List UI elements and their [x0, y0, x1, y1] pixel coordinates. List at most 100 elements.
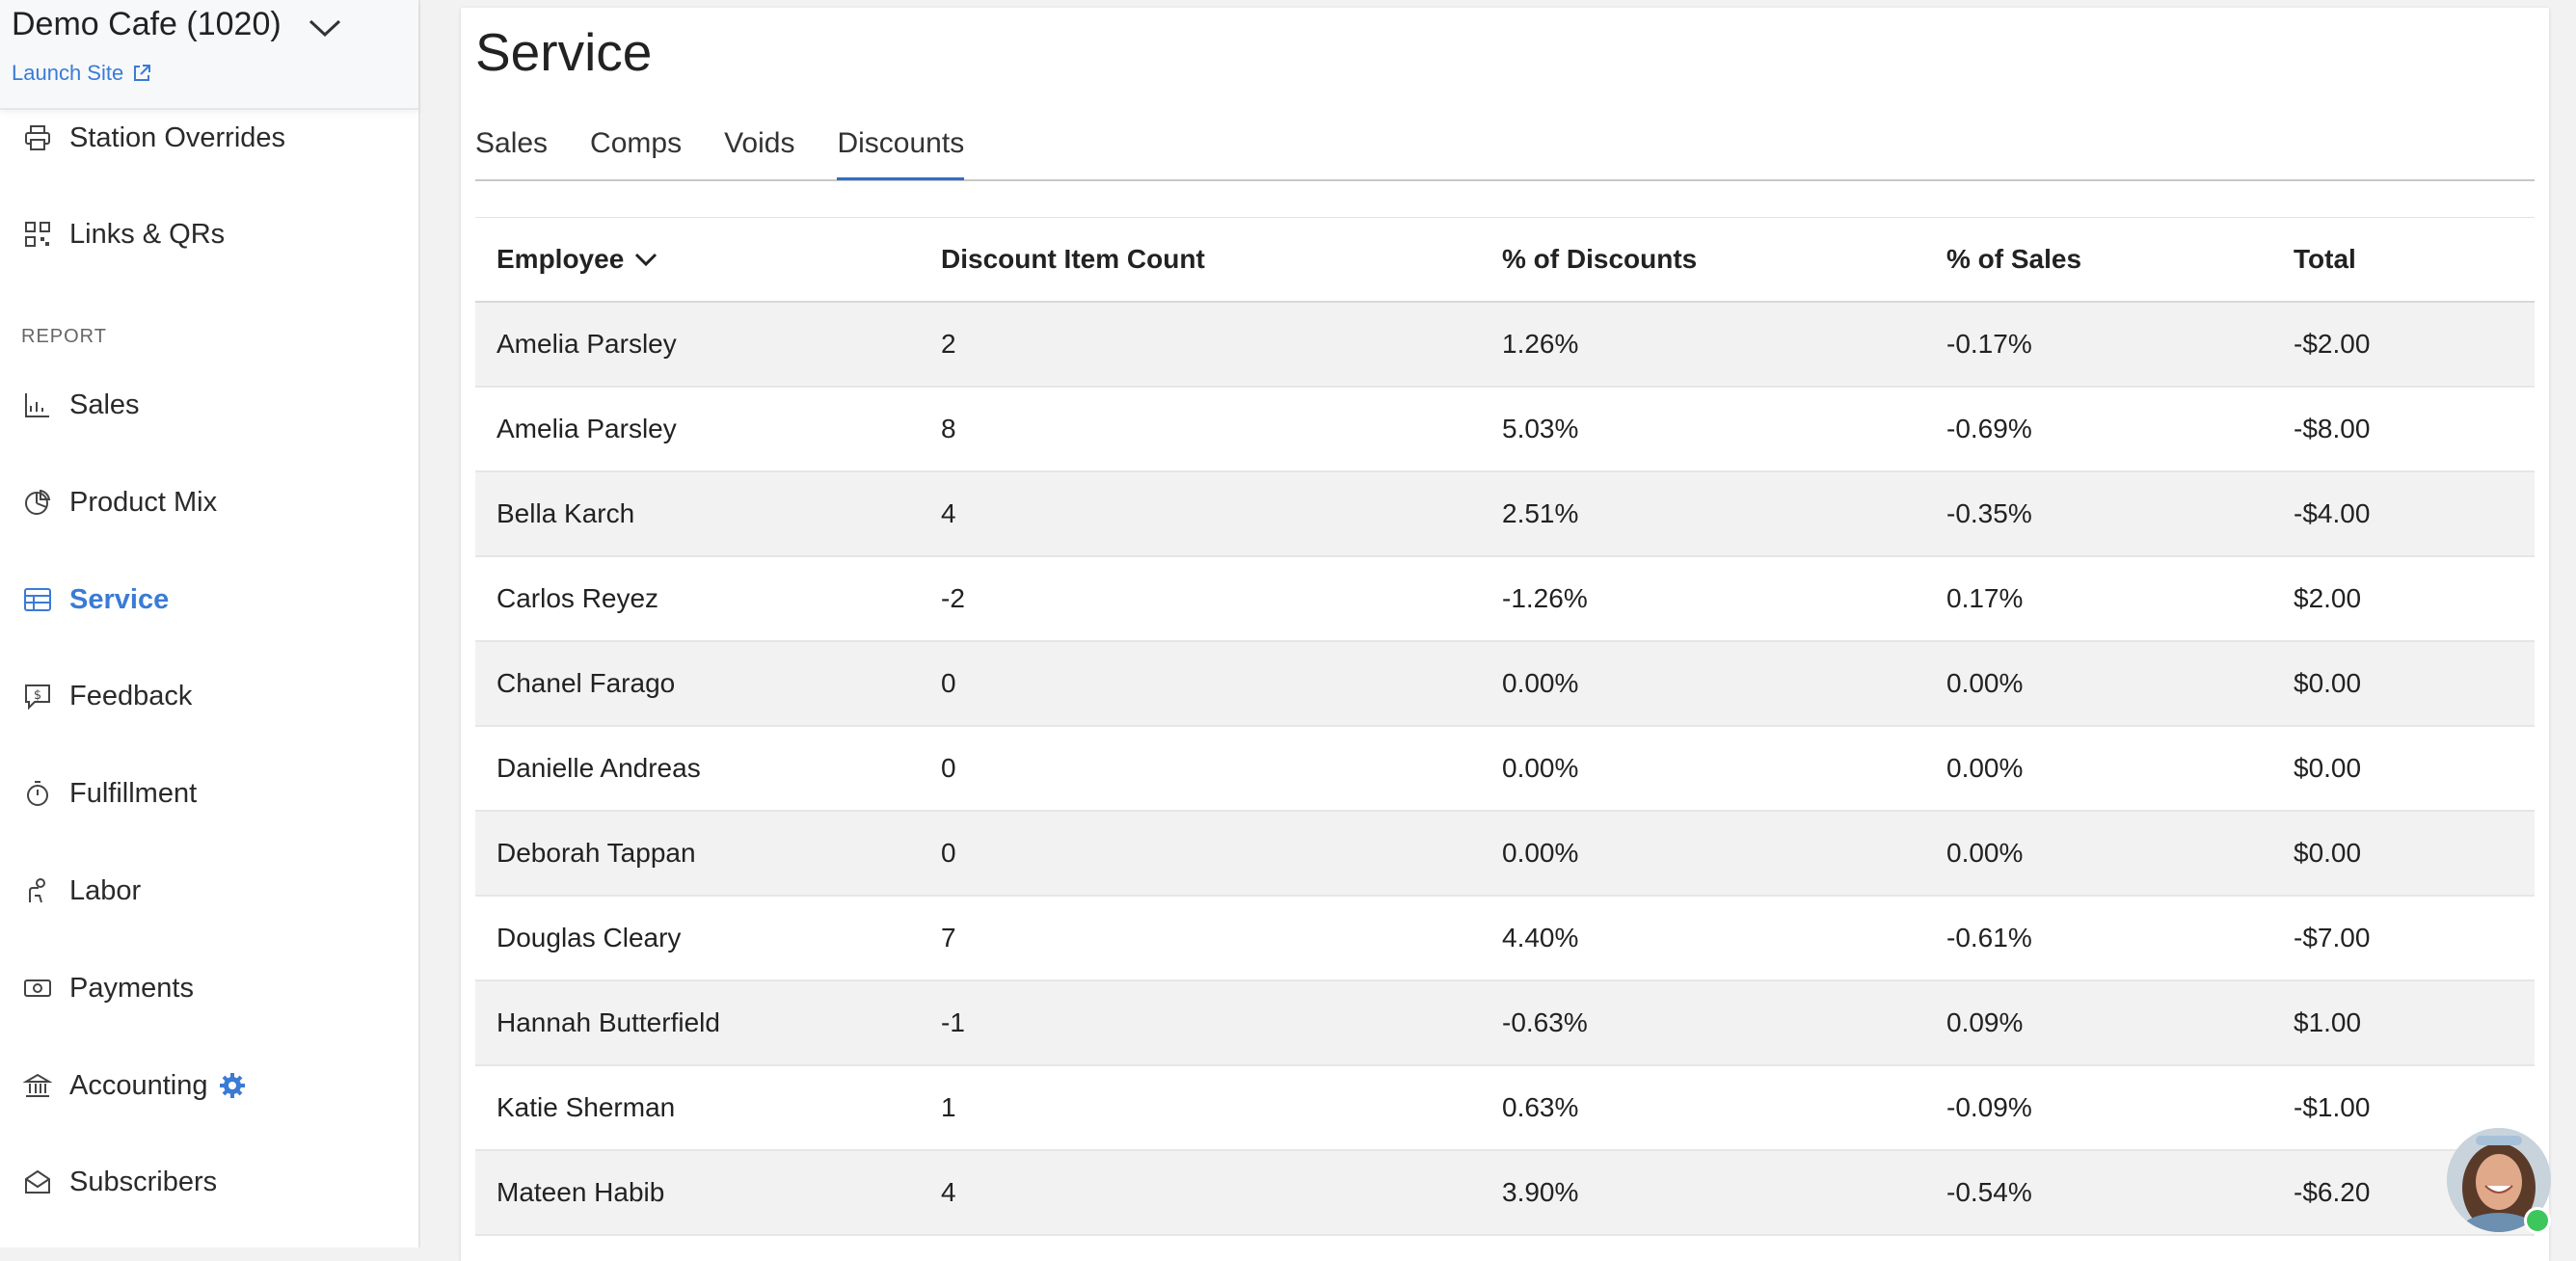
pct-of-sales-cell: 0.00% [1946, 641, 2294, 727]
table-row[interactable]: Amelia Parsley 8 5.03% -0.69% -$8.00 [475, 387, 2535, 472]
pct-of-sales-cell: 0.00% [1946, 726, 2294, 812]
discount-item-count-cell: 0 [941, 641, 1502, 727]
employee-cell: Danielle Andreas [475, 726, 941, 812]
sidebar-item-fulfillment[interactable]: Fulfillment [21, 765, 407, 822]
sort-chevron-down-icon[interactable] [633, 250, 658, 269]
qr-code-icon [21, 218, 54, 251]
employee-cell: Carlos Reyez [475, 556, 941, 642]
employee-cell: Bella Karch [475, 471, 941, 557]
support-chat-avatar[interactable] [2447, 1128, 2551, 1232]
launch-site-link[interactable]: Launch Site [12, 61, 152, 86]
sidebar-item-links-qrs[interactable]: Links & QRs [21, 205, 407, 263]
employee-cell: Chanel Farago [475, 641, 941, 727]
table-row[interactable]: Douglas Cleary 7 4.40% -0.61% -$7.00 [475, 896, 2535, 981]
pct-of-discounts-cell: -1.26% [1502, 556, 1946, 642]
column-header-total[interactable]: Total [2294, 218, 2535, 303]
table-row[interactable]: Amelia Parsley 2 1.26% -0.17% -$2.00 [475, 302, 2535, 388]
gear-icon[interactable] [218, 1071, 247, 1100]
total-cell: $0.00 [2294, 641, 2535, 727]
pct-of-discounts-cell: 2.51% [1502, 471, 1946, 557]
sidebar-item-label: Service [69, 583, 170, 615]
sidebar-item-label: Sales [69, 389, 140, 420]
pct-of-discounts-cell: 5.03% [1502, 387, 1946, 472]
discount-item-count-cell: -2 [941, 556, 1502, 642]
pie-chart-icon [21, 486, 54, 519]
pct-of-discounts-cell: 1.26% [1502, 302, 1946, 388]
sidebar-item-station-overrides[interactable]: Station Overrides [21, 109, 407, 167]
tab-comps[interactable]: Comps [590, 127, 683, 159]
employee-cell: Amelia Parsley [475, 302, 941, 388]
column-header-pct-of-discounts[interactable]: % of Discounts [1502, 218, 1946, 303]
total-cell: $0.00 [2294, 726, 2535, 812]
table-row[interactable]: Bella Karch 4 2.51% -0.35% -$4.00 [475, 471, 2535, 557]
sidebar-item-label: Payments [69, 972, 194, 1004]
column-header-pct-of-sales[interactable]: % of Sales [1946, 218, 2294, 303]
user-photo-icon [2447, 1128, 2551, 1232]
employee-cell: Amelia Parsley [475, 387, 941, 472]
column-header-employee[interactable]: Employee [475, 218, 941, 303]
store-name[interactable]: Demo Cafe (1020) [12, 6, 282, 42]
pct-of-discounts-cell: 0.00% [1502, 726, 1946, 812]
tab-discounts[interactable]: Discounts [837, 120, 965, 180]
table-row[interactable]: Chanel Farago 0 0.00% 0.00% $0.00 [475, 641, 2535, 727]
sidebar-item-accounting[interactable]: Accounting [21, 1057, 407, 1114]
sidebar-item-label: Feedback [69, 680, 193, 711]
discount-item-count-cell: 1 [941, 1065, 1502, 1151]
sidebar: Demo Cafe (1020) Launch Site Station Ove… [0, 0, 420, 1248]
table-row[interactable]: Hannah Butterfield -1 -0.63% 0.09% $1.00 [475, 980, 2535, 1066]
report-section-header: REPORT [21, 326, 107, 347]
chevron-down-icon[interactable] [307, 13, 343, 42]
sidebar-item-service[interactable]: Service [21, 571, 407, 629]
pct-of-discounts-cell: 4.40% [1502, 896, 1946, 981]
sidebar-item-product-mix[interactable]: Product Mix [21, 473, 407, 531]
discount-item-count-cell: -1 [941, 980, 1502, 1066]
feedback-dollar-icon: $ [21, 680, 54, 712]
discounts-table: Employee Discount Item Count % of Discou… [475, 217, 2535, 1236]
store-selector[interactable]: Demo Cafe (1020) Launch Site [0, 0, 418, 110]
table-icon [21, 583, 54, 616]
sidebar-item-payments[interactable]: Payments [21, 959, 407, 1017]
column-header-discount-item-count[interactable]: Discount Item Count [941, 218, 1502, 303]
line-chart-icon [21, 389, 54, 421]
table-row[interactable]: Deborah Tappan 0 0.00% 0.00% $0.00 [475, 811, 2535, 897]
sidebar-item-label: Fulfillment [69, 777, 198, 809]
discount-item-count-cell: 0 [941, 811, 1502, 897]
bank-icon [21, 1069, 54, 1102]
pct-of-discounts-cell: 0.00% [1502, 641, 1946, 727]
discount-item-count-cell: 7 [941, 896, 1502, 981]
online-status-indicator [2524, 1207, 2551, 1234]
table-row[interactable]: Carlos Reyez -2 -1.26% 0.17% $2.00 [475, 556, 2535, 642]
tab-voids[interactable]: Voids [724, 127, 795, 159]
discount-item-count-cell: 8 [941, 387, 1502, 472]
discount-item-count-cell: 2 [941, 302, 1502, 388]
total-cell: $1.00 [2294, 980, 2535, 1066]
pct-of-discounts-cell: 0.63% [1502, 1065, 1946, 1151]
pct-of-sales-cell: 0.09% [1946, 980, 2294, 1066]
total-cell: $2.00 [2294, 556, 2535, 642]
pct-of-sales-cell: -0.17% [1946, 302, 2294, 388]
total-cell: -$4.00 [2294, 471, 2535, 557]
sidebar-item-sales[interactable]: Sales [21, 376, 407, 434]
pct-of-sales-cell: 0.17% [1946, 556, 2294, 642]
table-row[interactable]: Katie Sherman 1 0.63% -0.09% -$1.00 [475, 1065, 2535, 1151]
external-link-icon [134, 65, 151, 81]
table-header-row: Employee Discount Item Count % of Discou… [475, 218, 2535, 303]
sidebar-item-labor[interactable]: Labor [21, 862, 407, 920]
pct-of-sales-cell: 0.00% [1946, 811, 2294, 897]
total-cell: -$7.00 [2294, 896, 2535, 981]
sidebar-item-label: Labor [69, 874, 142, 906]
discount-item-count-cell: 0 [941, 726, 1502, 812]
table-row[interactable]: Danielle Andreas 0 0.00% 0.00% $0.00 [475, 726, 2535, 812]
sidebar-item-subscribers[interactable]: Subscribers [21, 1153, 407, 1211]
person-icon [21, 874, 54, 907]
money-icon [21, 972, 54, 1005]
discount-item-count-cell: 4 [941, 1150, 1502, 1236]
report-tabs: Sales Comps Voids Discounts [475, 120, 2535, 181]
table-row[interactable]: Mateen Habib 4 3.90% -0.54% -$6.20 [475, 1150, 2535, 1236]
sidebar-item-feedback[interactable]: $ Feedback [21, 667, 407, 725]
pct-of-sales-cell: -0.61% [1946, 896, 2294, 981]
sidebar-item-label: Accounting [69, 1069, 208, 1101]
pct-of-sales-cell: -0.69% [1946, 387, 2294, 472]
tab-sales[interactable]: Sales [475, 127, 549, 159]
page-title: Service [475, 22, 653, 82]
